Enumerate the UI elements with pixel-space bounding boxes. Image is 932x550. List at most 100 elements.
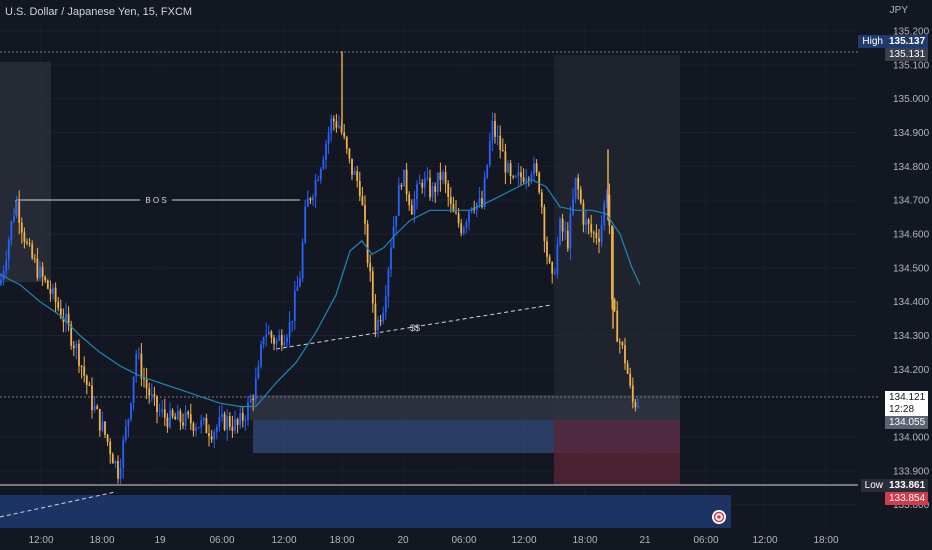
candle-body <box>400 185 403 187</box>
candle-body <box>215 426 218 432</box>
candle-body <box>176 410 179 420</box>
candle-body <box>436 172 439 192</box>
time-tick-label: 06:00 <box>693 535 718 546</box>
candle-body <box>78 343 80 367</box>
candle-body <box>187 412 190 415</box>
candle-body <box>509 163 512 177</box>
candle-body <box>57 302 60 309</box>
candle-body <box>88 384 91 386</box>
candle-body <box>301 242 304 279</box>
alert-icon-inner <box>713 511 725 523</box>
candle-body <box>374 303 377 331</box>
candle-body <box>574 177 577 200</box>
price-tick-label: 134.700 <box>893 196 930 207</box>
candle-body <box>293 290 296 321</box>
candle-body <box>312 196 314 201</box>
candle-body <box>598 238 600 243</box>
candle-body <box>403 169 405 187</box>
candle-body <box>603 203 606 226</box>
price-tick-label: 134.500 <box>893 263 930 274</box>
candle-body <box>621 342 624 346</box>
candle-body <box>101 421 104 431</box>
candle-body <box>44 276 47 281</box>
candle-body <box>249 398 252 403</box>
candle-body <box>119 467 122 479</box>
liquidity-dashed-line <box>275 304 552 350</box>
price-tick-label: 135.200 <box>893 27 930 38</box>
candle-body <box>270 331 273 338</box>
price-tick-label: 133.800 <box>893 500 930 511</box>
candle-body <box>465 222 468 228</box>
candle-body <box>184 412 187 426</box>
open-value-tag: 135.131 <box>885 48 928 61</box>
price-tick-label: 134.600 <box>893 229 930 240</box>
candle-body <box>309 198 312 201</box>
candle-body <box>273 337 275 344</box>
candle-body <box>322 159 325 169</box>
candle-body <box>496 135 499 137</box>
premium-zone <box>554 420 680 485</box>
candle-body <box>317 179 320 181</box>
candle-body <box>130 403 132 420</box>
candle-body <box>442 171 444 181</box>
candle-body <box>197 427 200 429</box>
candle-body <box>491 120 494 141</box>
candle-body <box>59 308 62 318</box>
current-price-tag: 134.121 <box>885 391 928 404</box>
price-tick-label: 134.900 <box>893 128 930 139</box>
candle-body <box>143 378 145 380</box>
bos-label: B O S <box>145 196 166 205</box>
price-tick-label: 135.000 <box>893 94 930 105</box>
candle-body <box>221 413 223 418</box>
candle-body <box>291 320 294 323</box>
candle-body <box>20 222 23 233</box>
candle-body <box>361 196 364 205</box>
candle-body <box>236 419 239 425</box>
time-tick-label: 21 <box>639 535 651 546</box>
price-tick-label: 134.800 <box>893 162 930 173</box>
candle-body <box>33 258 36 260</box>
candle-body <box>533 163 535 175</box>
price-axis[interactable]: 135.200 135.100 135.000 134.900 134.800 134.7… <box>893 27 930 512</box>
candle-body <box>460 223 463 234</box>
candle-body <box>462 227 465 234</box>
candle-body <box>631 385 634 402</box>
candle-body <box>366 223 369 263</box>
candle-body <box>431 186 434 198</box>
candle-body <box>345 137 348 149</box>
candle-body <box>405 169 408 195</box>
candle-body <box>429 177 431 198</box>
candle-body <box>408 194 411 206</box>
candle-body <box>356 171 359 182</box>
candle-body <box>512 176 515 178</box>
candle-body <box>384 296 387 313</box>
candle-body <box>587 219 590 225</box>
candle-body <box>5 260 8 271</box>
candle-body <box>585 219 587 225</box>
candle-body <box>494 120 496 137</box>
candle-body <box>618 341 621 343</box>
candle-body <box>244 419 247 421</box>
time-axis[interactable]: 12:00 18:00 19 06:00 12:00 18:00 20 06:00 12:00 1… <box>28 535 838 546</box>
candle-body <box>124 426 127 440</box>
candle-body <box>179 410 182 423</box>
candle-body <box>39 266 41 278</box>
candle-body <box>288 322 291 338</box>
candle-body <box>520 172 522 178</box>
currency-label: JPY <box>889 5 908 16</box>
candle-body <box>13 216 15 222</box>
candle-body <box>439 172 442 181</box>
candle-body <box>338 125 340 128</box>
candle-body <box>605 194 608 204</box>
candle-body <box>241 413 244 421</box>
candle-body <box>137 353 140 355</box>
candle-body <box>564 230 567 232</box>
candle-body <box>239 413 242 425</box>
candle-body <box>275 340 278 344</box>
candle-body <box>62 317 65 323</box>
candle-body <box>98 409 101 431</box>
candle-body <box>613 299 616 311</box>
candle-body <box>83 366 86 376</box>
candle-body <box>371 271 374 304</box>
